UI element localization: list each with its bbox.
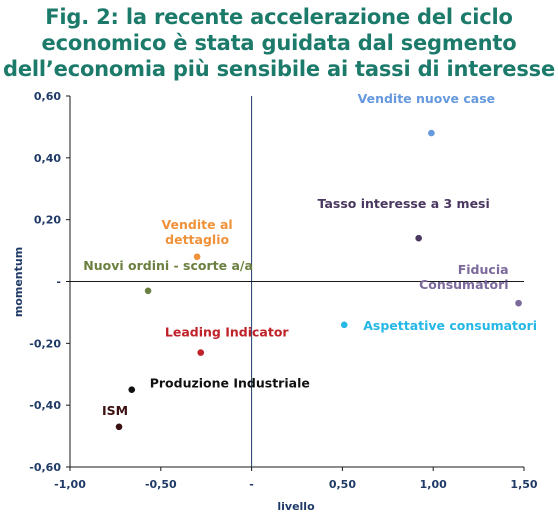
point-label-line: Nuovi ordini - scorte a/a <box>83 258 253 273</box>
x-tick-label: -0,50 <box>145 478 177 491</box>
y-tick-label: 0,40 <box>34 152 61 165</box>
data-point <box>197 349 205 356</box>
point-label: Tasso interesse a 3 mesi <box>318 196 490 211</box>
x-tick-label: 0,50 <box>329 478 356 491</box>
data-point <box>340 321 348 329</box>
point-label-line: Leading Indicator <box>165 325 289 340</box>
point-label: Aspettative consumatori <box>363 318 537 333</box>
x-tick-label: 1,50 <box>510 478 537 491</box>
data-point <box>428 129 435 137</box>
point-label-line: Vendite nuove case <box>358 91 496 106</box>
point-label-line: Fiducia <box>458 262 509 277</box>
title-line-1: Fig. 2: la recente accelerazione del cic… <box>45 5 513 29</box>
data-point <box>128 386 136 394</box>
x-tick-label: - <box>249 478 254 491</box>
y-tick-label: -0,40 <box>29 399 61 412</box>
y-tick-label: 0,20 <box>34 214 61 227</box>
y-tick-label: 0,60 <box>34 90 61 103</box>
point-label-line: Consumatori <box>419 277 508 292</box>
data-point <box>415 234 422 242</box>
data-point <box>144 287 152 295</box>
chart-title: Fig. 2: la recente accelerazione del cic… <box>0 4 558 82</box>
x-axis-title: livello <box>277 500 315 513</box>
point-label-line: Vendite al <box>162 217 233 232</box>
point-label: ISM <box>102 403 128 418</box>
title-line-2: economico è stata guidata dal segmento <box>41 31 517 55</box>
data-point <box>115 423 123 431</box>
y-axis-title: momentum <box>12 247 25 317</box>
data-point <box>515 299 522 307</box>
point-label-line: Produzione Industriale <box>150 376 310 391</box>
point-labels: Vendite nuove case Tasso interesse a 3 me… <box>83 91 537 418</box>
x-tick-label: 1,00 <box>420 478 447 491</box>
point-label-line: Tasso interesse a 3 mesi <box>318 196 490 211</box>
y-tick-label: -0,20 <box>29 337 61 350</box>
tick-labels: 0,600,400,20--0,20-0,40-0,60-1,00 -0,50-0… <box>29 90 538 491</box>
point-label: Vendite nuove case <box>358 91 496 106</box>
point-label: Produzione Industriale <box>150 376 310 391</box>
data-point <box>193 253 201 261</box>
title-line-3: dell’economia più sensibile ai tassi di … <box>3 57 555 81</box>
y-tick-label: -0,60 <box>29 461 61 474</box>
point-label: Nuovi ordini - scorte a/a <box>83 258 253 273</box>
y-tick-label: - <box>56 276 61 289</box>
point-label-line: dettaglio <box>165 232 229 247</box>
point-label: Fiducia Consumatori <box>419 262 508 292</box>
point-label: Vendite al dettaglio <box>162 217 233 247</box>
data-points <box>115 129 522 431</box>
point-label: Leading Indicator <box>165 325 289 340</box>
point-label-line: Aspettative consumatori <box>363 318 537 333</box>
x-tick-label: -1,00 <box>54 478 86 491</box>
point-label-line: ISM <box>102 403 128 418</box>
